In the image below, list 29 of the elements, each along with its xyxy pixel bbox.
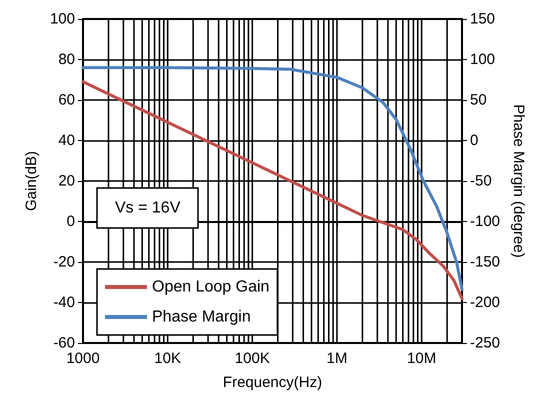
x-tick-label: 100K — [234, 350, 270, 367]
y2-tick-label: 50 — [470, 92, 487, 108]
y-tick-label: 40 — [58, 132, 75, 149]
x-tick-label: 10M — [407, 350, 436, 367]
annotation: Vs = 16V — [115, 200, 181, 216]
y-tick-label: -40 — [53, 294, 75, 311]
y2-tick-label: -100 — [470, 213, 500, 230]
x-axis-title: Frequency(Hz) — [222, 374, 322, 391]
y2-tick-label: -50 — [470, 172, 492, 190]
y-tick-label: 0 — [66, 213, 75, 230]
x-tick-label: 1M — [326, 350, 348, 367]
y2-tick-label: 0 — [470, 132, 478, 149]
legend-label: Phase Margin — [152, 308, 251, 326]
legend-label: Open Loop Gain — [152, 278, 270, 296]
x-tick-label: 10K — [154, 350, 182, 367]
y2-tick-label: -250 — [470, 334, 500, 352]
y2-tick-label: -150 — [470, 254, 500, 270]
x-tick-label: 1000 — [66, 350, 100, 367]
y-tick-label: 20 — [58, 172, 75, 190]
y2-axis-title: Phase Margin (degree) — [510, 104, 527, 258]
y2-tick-label: 100 — [470, 51, 496, 68]
y-tick-label: 80 — [58, 51, 75, 68]
y-tick-label: 60 — [58, 92, 75, 108]
y-tick-label: -60 — [53, 334, 75, 352]
y-axis-title: Gain(dB) — [23, 150, 40, 212]
y2-tick-label: -200 — [470, 294, 500, 311]
y-tick-label: -20 — [53, 254, 75, 270]
y-tick-label: 100 — [50, 10, 75, 28]
y2-tick-label: 150 — [470, 10, 496, 28]
